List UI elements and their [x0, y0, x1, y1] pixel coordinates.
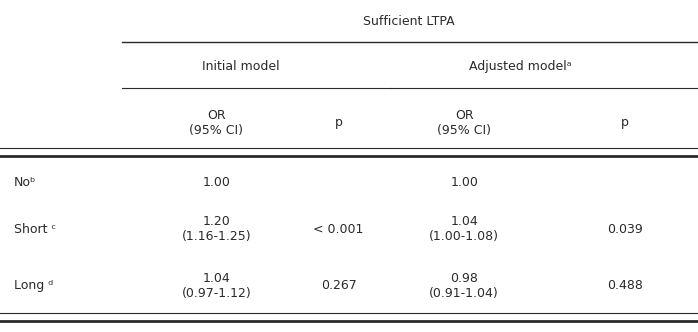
Text: 1.20
(1.16-1.25): 1.20 (1.16-1.25): [181, 215, 251, 243]
Text: OR
(95% CI): OR (95% CI): [437, 109, 491, 137]
Text: 0.267: 0.267: [320, 279, 357, 292]
Text: 1.04
(0.97-1.12): 1.04 (0.97-1.12): [181, 272, 251, 299]
Text: p: p: [334, 116, 343, 129]
Text: Initial model: Initial model: [202, 60, 280, 73]
Text: 1.00: 1.00: [202, 176, 230, 189]
Text: 1.04
(1.00-1.08): 1.04 (1.00-1.08): [429, 215, 499, 243]
Text: 0.039: 0.039: [607, 222, 643, 236]
Text: 0.488: 0.488: [607, 279, 643, 292]
Text: < 0.001: < 0.001: [313, 222, 364, 236]
Text: Adjusted modelᵃ: Adjusted modelᵃ: [468, 60, 572, 73]
Text: Sufficient LTPA: Sufficient LTPA: [362, 15, 454, 28]
Text: Long ᵈ: Long ᵈ: [14, 279, 53, 292]
Text: Short ᶜ: Short ᶜ: [14, 222, 56, 236]
Text: 1.00: 1.00: [450, 176, 478, 189]
Text: Noᵇ: Noᵇ: [14, 176, 36, 189]
Text: OR
(95% CI): OR (95% CI): [189, 109, 244, 137]
Text: 0.98
(0.91-1.04): 0.98 (0.91-1.04): [429, 272, 499, 299]
Text: p: p: [621, 116, 629, 129]
